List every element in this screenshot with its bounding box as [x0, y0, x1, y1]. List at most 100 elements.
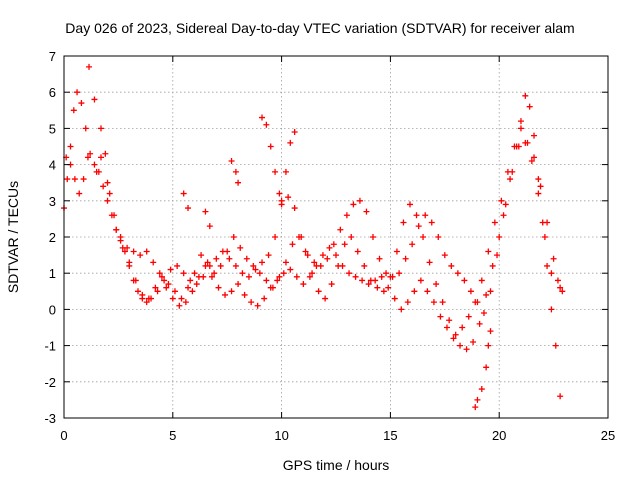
data-point: [67, 143, 74, 150]
data-point: [237, 244, 244, 251]
data-point: [306, 273, 313, 280]
data-point: [391, 295, 398, 302]
data-point: [485, 248, 492, 255]
data-point: [446, 317, 453, 324]
data-point: [178, 295, 185, 302]
data-points: [61, 63, 566, 411]
data-point: [483, 364, 490, 371]
data-point: [500, 212, 507, 219]
data-point: [276, 273, 283, 280]
data-point: [435, 234, 442, 240]
data-point: [232, 262, 239, 269]
data-point: [413, 212, 420, 219]
data-point: [208, 273, 215, 280]
data-point: [489, 262, 496, 269]
data-point: [548, 270, 555, 277]
data-point: [531, 132, 538, 139]
data-point: [224, 248, 231, 255]
data-point: [113, 226, 120, 233]
y-tick-label: 4: [49, 158, 56, 173]
y-tick-label: 6: [49, 85, 56, 100]
data-point: [254, 302, 261, 309]
data-point: [171, 288, 178, 295]
data-point: [309, 270, 316, 277]
data-point: [348, 234, 355, 240]
data-point: [363, 208, 370, 215]
data-point: [409, 241, 416, 248]
data-point: [82, 125, 89, 132]
data-point: [352, 273, 359, 280]
data-point: [359, 277, 366, 284]
data-point: [232, 168, 239, 175]
data-point: [443, 324, 450, 331]
data-point: [304, 252, 311, 259]
data-point: [448, 262, 455, 269]
y-tick-label: 1: [49, 266, 56, 281]
data-point: [485, 342, 492, 349]
data-point: [137, 252, 144, 259]
data-point: [454, 270, 461, 277]
data-point: [248, 299, 255, 306]
data-point: [211, 270, 218, 277]
data-point: [293, 273, 300, 280]
data-point: [263, 121, 270, 128]
data-point: [100, 183, 107, 190]
y-tick-label: 3: [49, 194, 56, 209]
data-point: [315, 288, 322, 295]
series-trace-d: [86, 63, 494, 411]
data-point: [278, 201, 285, 208]
series-trace-b: [63, 96, 566, 353]
data-point: [376, 255, 383, 262]
data-point: [80, 176, 87, 183]
data-point: [161, 277, 168, 284]
data-point: [426, 259, 433, 266]
grid: [64, 56, 608, 418]
data-point: [165, 281, 172, 288]
data-point: [504, 168, 511, 175]
data-point: [398, 306, 405, 313]
data-point: [430, 299, 437, 306]
data-point: [143, 248, 150, 255]
data-point: [420, 234, 427, 240]
data-point: [259, 259, 266, 266]
data-point: [235, 179, 242, 186]
data-point: [439, 299, 446, 306]
data-point: [134, 288, 141, 295]
data-point: [452, 331, 459, 338]
data-point: [400, 219, 407, 226]
data-point: [465, 313, 472, 320]
data-point: [143, 299, 150, 306]
data-point: [259, 114, 266, 121]
data-point: [228, 157, 235, 164]
data-point: [291, 129, 298, 136]
data-point: [230, 234, 237, 240]
data-point: [369, 234, 376, 240]
data-point: [402, 255, 409, 262]
data-point: [483, 291, 490, 298]
data-point: [441, 252, 448, 259]
data-point: [472, 299, 479, 306]
data-point: [480, 310, 487, 317]
data-point: [282, 168, 289, 175]
data-point: [243, 255, 250, 262]
data-point: [87, 150, 94, 157]
data-point: [97, 154, 104, 161]
data-point: [276, 190, 283, 197]
data-point: [411, 288, 418, 295]
data-point: [239, 270, 246, 277]
data-point: [552, 342, 559, 349]
x-tick-label: 25: [601, 428, 615, 443]
data-point: [119, 244, 126, 251]
data-point: [174, 262, 181, 269]
data-point: [350, 201, 357, 208]
data-point: [187, 277, 194, 284]
data-point: [511, 143, 518, 150]
axis-ticks: 0 5 10 15 20 25 -3 -2 -1 0 1 2 3 4 5 6 7: [44, 49, 615, 443]
data-point: [111, 212, 118, 219]
data-point: [121, 248, 128, 255]
data-point: [356, 197, 363, 204]
data-point: [158, 273, 165, 280]
data-point: [91, 96, 98, 103]
data-point: [185, 205, 192, 212]
